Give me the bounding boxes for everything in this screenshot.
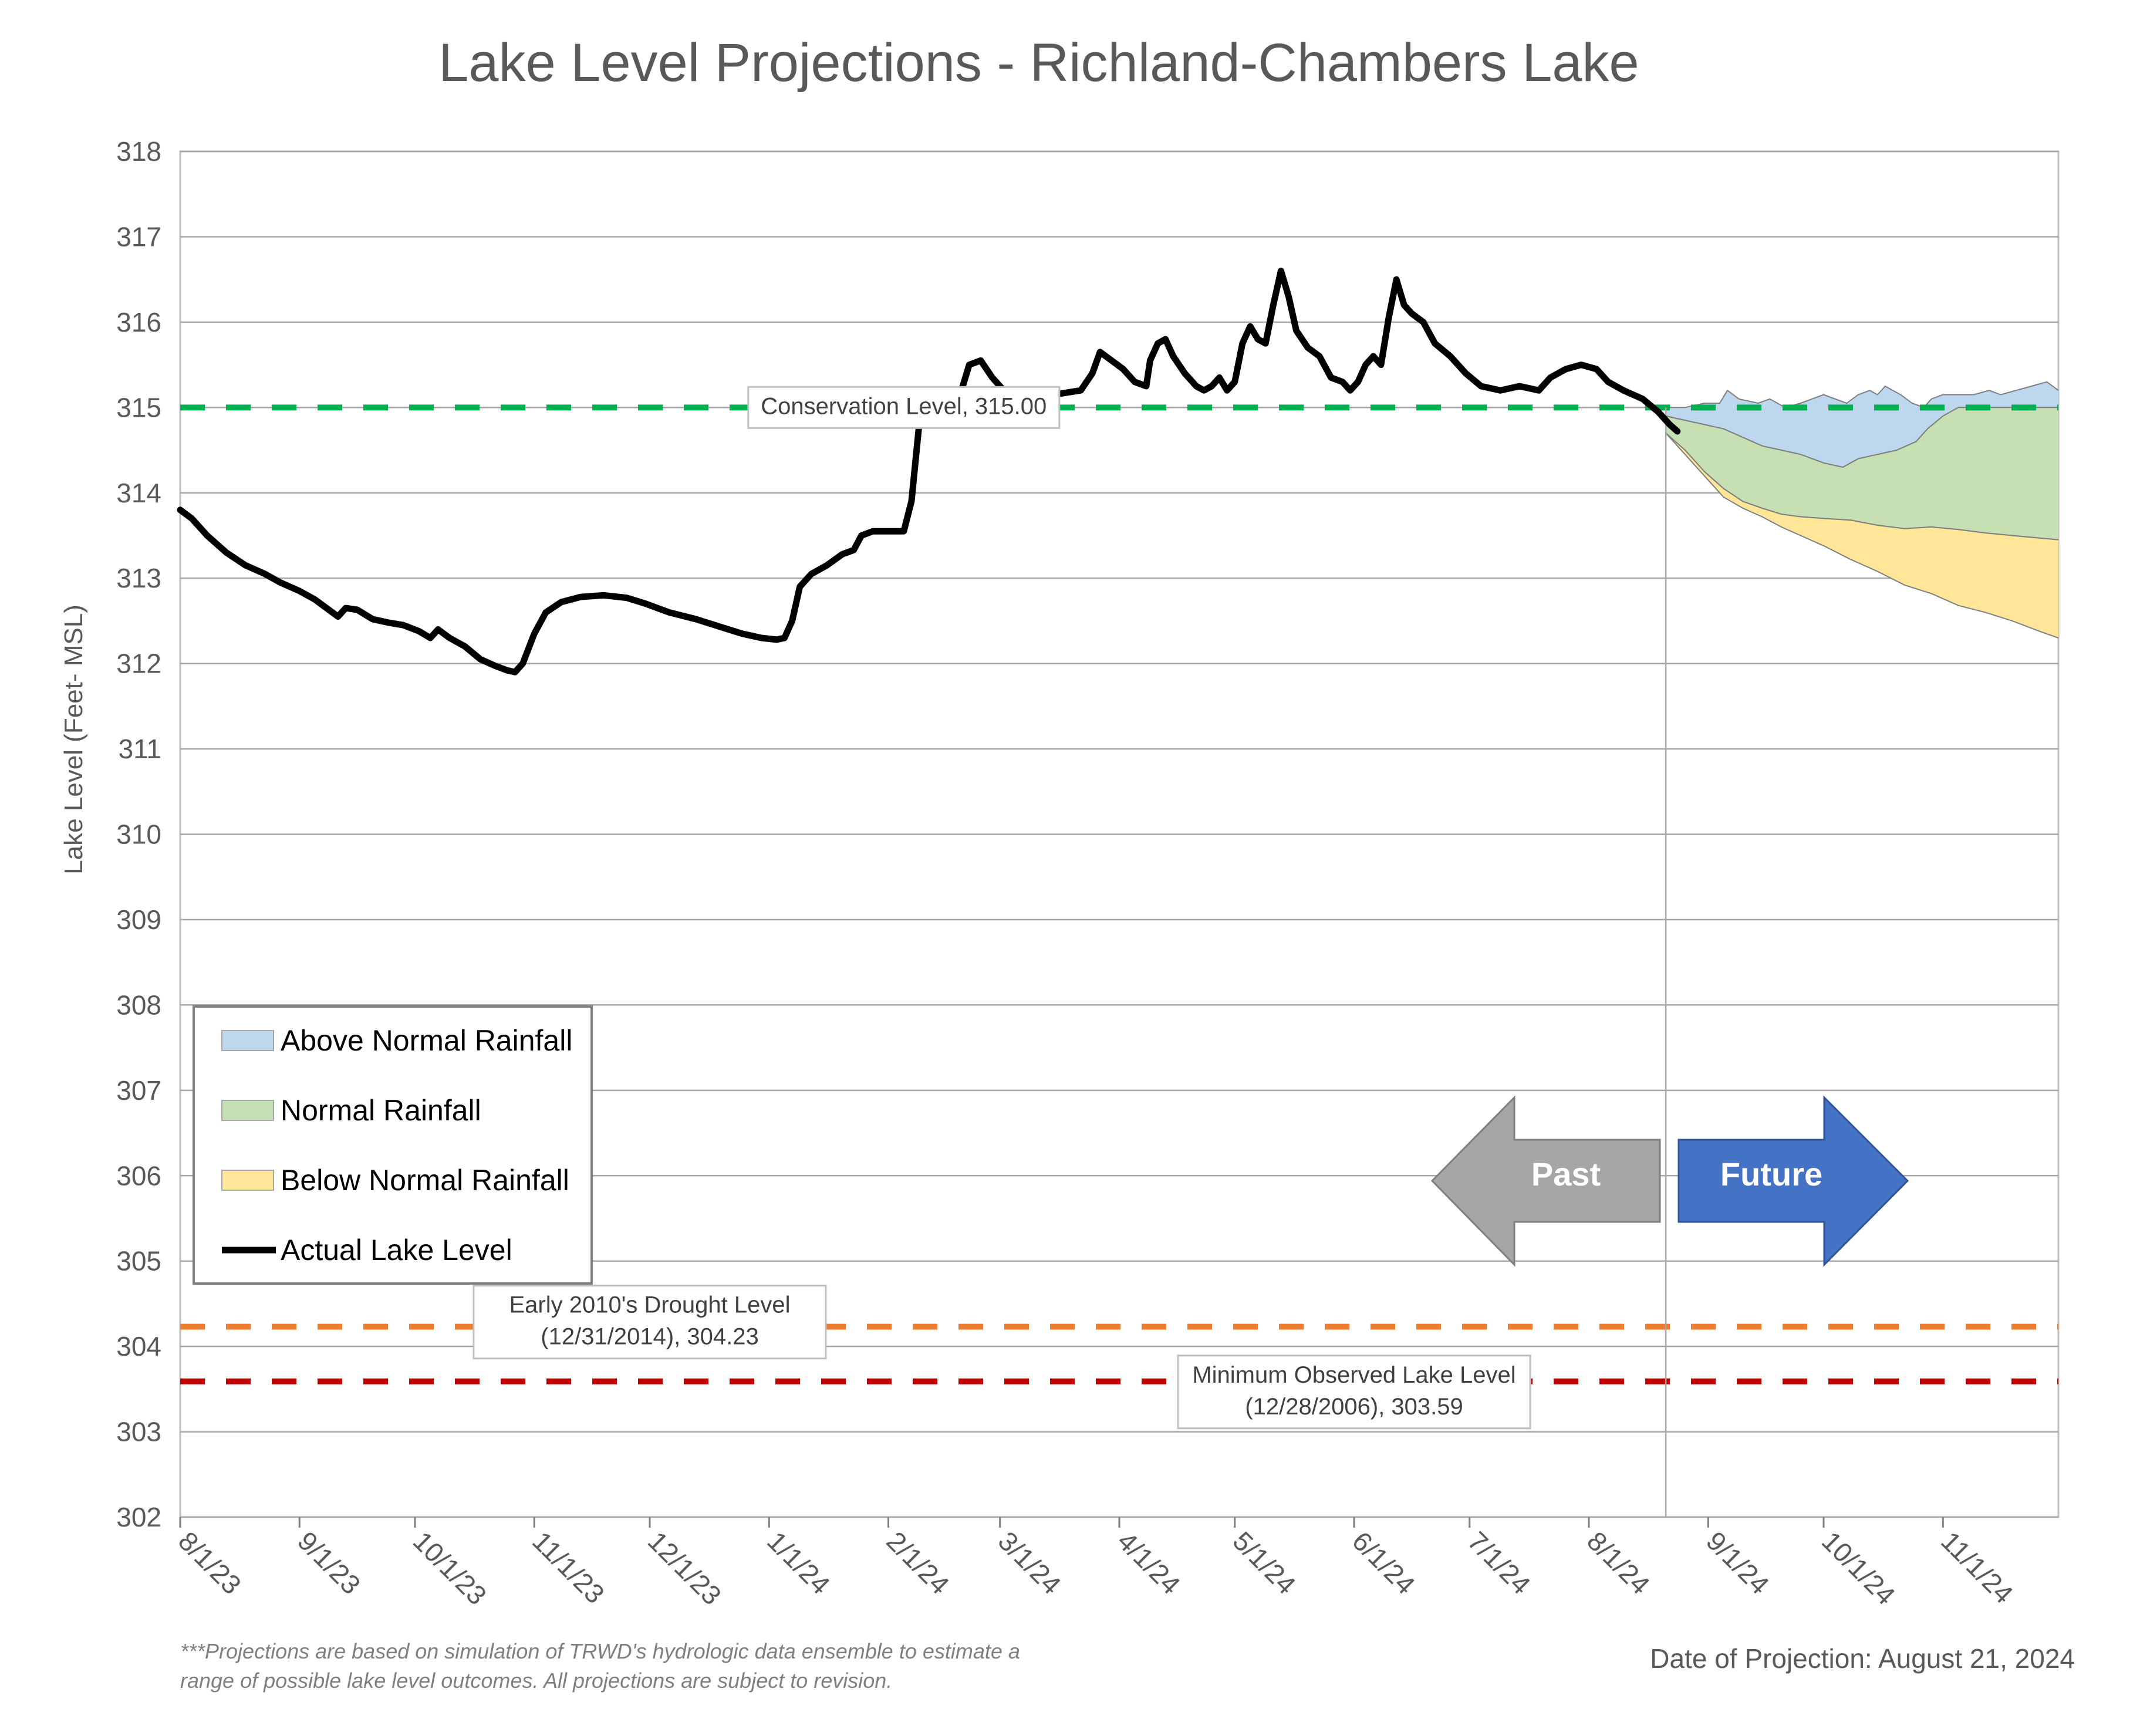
y-tick-label: 317 <box>116 221 161 252</box>
area-lower-edge <box>1665 433 2059 639</box>
chart-title: Lake Level Projections - Richland-Chambe… <box>438 33 1639 93</box>
minimum-level-callout <box>1177 1355 1531 1430</box>
y-axis-ticks: 302 303 304 305 306 307 308 309 310 311 312 313 314 3… <box>116 136 161 1532</box>
area-upper-edge <box>1666 381 2059 408</box>
normal-area <box>1666 407 2058 540</box>
legend-below-normal-swatch <box>221 1170 274 1191</box>
past-arrow-label: Past <box>1531 1156 1601 1193</box>
y-tick-label: 316 <box>116 307 161 337</box>
legend-above-normal-swatch <box>221 1030 274 1051</box>
y-tick-label: 309 <box>116 904 161 935</box>
reference-lines <box>180 404 2058 1384</box>
y-tick-label: 303 <box>116 1417 161 1447</box>
legend-normal-label: Normal Rainfall <box>281 1094 481 1127</box>
drought-level-callout-text: Early 2010's Drought Level <box>509 1292 790 1318</box>
minimum-level-callout-text: Minimum Observed Lake Level <box>1192 1362 1515 1388</box>
legend-box <box>193 1005 593 1285</box>
y-tick-label: 310 <box>116 819 161 850</box>
y-axis-label: Lake Level (Feet- MSL) <box>59 604 88 874</box>
footnote-text: range of possible lake level outcomes. A… <box>180 1669 892 1693</box>
future-arrow-label: Future <box>1720 1156 1822 1193</box>
minimum-level-callout-text: (12/28/2006), 303.59 <box>1245 1394 1463 1420</box>
y-tick-label: 313 <box>116 563 161 593</box>
y-tick-label: 307 <box>116 1075 161 1106</box>
conservation-level-callout-text: Conservation Level, 315.00 <box>761 393 1047 419</box>
y-tick-label: 306 <box>116 1160 161 1191</box>
y-tick-label: 312 <box>116 649 161 679</box>
projection-date-label: Date of Projection: August 21, 2024 <box>1650 1643 2075 1674</box>
y-tick-label: 305 <box>116 1246 161 1276</box>
future-arrow <box>1677 1095 1909 1267</box>
projection-areas <box>1665 381 2059 639</box>
legend-above-normal-label: Above Normal Rainfall <box>281 1024 572 1057</box>
legend: Above Normal Rainfall Normal Rainfall Belo… <box>193 1005 593 1285</box>
y-tick-label: 311 <box>119 734 161 764</box>
below-normal-area <box>1666 433 2058 638</box>
y-tick-label: 315 <box>116 392 161 423</box>
footer: ***Projections are based on simulation o… <box>180 1639 2075 1693</box>
y-tick-label: 302 <box>116 1502 161 1532</box>
conservation-level-callout <box>747 386 1061 429</box>
gridlines <box>180 150 2058 1518</box>
reference-callouts: Conservation Level, 315.00 Early 2010's D… <box>472 386 1531 1430</box>
y-tick-label: 318 <box>116 136 161 167</box>
y-tick-label: 314 <box>116 478 161 508</box>
y-tick-label: 308 <box>116 989 161 1020</box>
footnote-text: ***Projections are based on simulation o… <box>180 1639 1020 1663</box>
drought-level-callout <box>472 1285 827 1360</box>
legend-normal-swatch <box>221 1100 274 1121</box>
past-future-arrows: Past Future <box>1430 1095 1909 1267</box>
area-upper-edge <box>1665 433 2059 541</box>
legend-below-normal-label: Below Normal Rainfall <box>281 1164 569 1197</box>
legend-actual-label: Actual Lake Level <box>281 1234 512 1266</box>
past-arrow <box>1430 1095 1661 1267</box>
y-tick-label: 304 <box>116 1331 161 1362</box>
drought-level-callout-text: (12/31/2014), 304.23 <box>541 1324 758 1350</box>
area-upper-edge <box>1665 407 2058 468</box>
